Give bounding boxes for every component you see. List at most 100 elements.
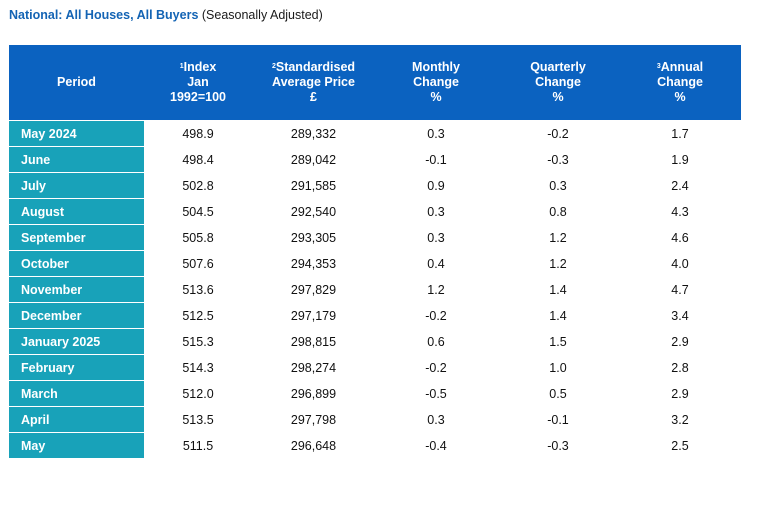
header-text: Change <box>657 75 703 89</box>
annual-change-cell: 3.4 <box>619 302 741 328</box>
index-cell: 507.6 <box>144 250 252 276</box>
header-text: Change <box>535 75 581 89</box>
header-line: % <box>501 90 615 105</box>
header-text: Average Price <box>272 75 355 89</box>
annual-change-cell: 4.3 <box>619 198 741 224</box>
header-annual-change: 3Annual Change% <box>619 45 741 120</box>
quarterly-change-cell: 0.5 <box>497 380 619 406</box>
header-line: Change <box>501 75 615 90</box>
monthly-change-cell: 0.3 <box>375 224 497 250</box>
quarterly-change-cell: 1.4 <box>497 276 619 302</box>
table-row: August 504.5 292,540 0.3 0.8 4.3 <box>9 198 741 224</box>
monthly-change-cell: 0.4 <box>375 250 497 276</box>
monthly-change-cell: -0.1 <box>375 146 497 172</box>
table-header: Period 1Index Jan 1992=100 2Standardised Aver… <box>9 45 741 120</box>
monthly-change-cell: -0.4 <box>375 432 497 458</box>
index-cell: 512.5 <box>144 302 252 328</box>
header-text: % <box>430 90 442 104</box>
header-line: 1992=100 <box>148 90 248 105</box>
table-row: April 513.5 297,798 0.3 -0.1 3.2 <box>9 406 741 432</box>
annual-change-cell: 2.4 <box>619 172 741 198</box>
header-text: Annual <box>660 60 704 74</box>
quarterly-change-cell: -0.3 <box>497 432 619 458</box>
table-title: National: All Houses, All Buyers (Season… <box>9 8 323 22</box>
index-cell: 498.9 <box>144 120 252 146</box>
monthly-change-cell: -0.2 <box>375 302 497 328</box>
footnote-marker: 2 <box>271 63 276 70</box>
table-row: January 2025 515.3 298,815 0.6 1.5 2.9 <box>9 328 741 354</box>
annual-change-cell: 2.9 <box>619 328 741 354</box>
header-line: Quarterly <box>501 60 615 75</box>
header-text: Standardised <box>275 60 356 74</box>
average-price-cell: 291,585 <box>252 172 375 198</box>
header-text: Monthly <box>412 60 460 74</box>
average-price-cell: 289,042 <box>252 146 375 172</box>
period-cell: October <box>9 250 144 276</box>
period-cell: August <box>9 198 144 224</box>
index-cell: 515.3 <box>144 328 252 354</box>
monthly-change-cell: 0.3 <box>375 406 497 432</box>
average-price-cell: 298,274 <box>252 354 375 380</box>
average-price-cell: 296,648 <box>252 432 375 458</box>
table-title-qualifier: (Seasonally Adjusted) <box>198 8 323 22</box>
monthly-change-cell: 1.2 <box>375 276 497 302</box>
header-text: Jan <box>187 75 209 89</box>
annual-change-cell: 4.7 <box>619 276 741 302</box>
header-line: Change <box>623 75 737 90</box>
header-line: Jan <box>148 75 248 90</box>
monthly-change-cell: 0.6 <box>375 328 497 354</box>
annual-change-cell: 4.6 <box>619 224 741 250</box>
index-cell: 505.8 <box>144 224 252 250</box>
average-price-cell: 294,353 <box>252 250 375 276</box>
index-cell: 498.4 <box>144 146 252 172</box>
header-line: 1Index <box>148 60 248 75</box>
header-period: Period <box>9 45 144 120</box>
quarterly-change-cell: 1.5 <box>497 328 619 354</box>
period-cell: April <box>9 406 144 432</box>
table-row: November 513.6 297,829 1.2 1.4 4.7 <box>9 276 741 302</box>
header-line: Average Price <box>256 75 371 90</box>
header-text: Index <box>183 60 217 74</box>
house-price-table: Period 1Index Jan 1992=100 2Standardised Aver… <box>9 45 741 458</box>
header-text: £ <box>310 90 317 104</box>
index-cell: 513.5 <box>144 406 252 432</box>
table-body: May 2024 498.9 289,332 0.3 -0.2 1.7 June 498.4 2… <box>9 120 741 458</box>
table-row: October 507.6 294,353 0.4 1.2 4.0 <box>9 250 741 276</box>
index-cell: 511.5 <box>144 432 252 458</box>
header-quarterly-change: Quarterly Change% <box>497 45 619 120</box>
footnote-marker: 1 <box>179 63 184 70</box>
header-text: Quarterly <box>530 60 586 74</box>
header-line: £ <box>256 90 371 105</box>
period-cell: January 2025 <box>9 328 144 354</box>
annual-change-cell: 1.7 <box>619 120 741 146</box>
header-line: Change <box>379 75 493 90</box>
header-text: Period <box>57 75 96 89</box>
monthly-change-cell: 0.3 <box>375 120 497 146</box>
average-price-cell: 297,798 <box>252 406 375 432</box>
average-price-cell: 293,305 <box>252 224 375 250</box>
monthly-change-cell: 0.9 <box>375 172 497 198</box>
quarterly-change-cell: -0.3 <box>497 146 619 172</box>
header-text: % <box>674 90 686 104</box>
table-row: February 514.3 298,274 -0.2 1.0 2.8 <box>9 354 741 380</box>
average-price-cell: 297,829 <box>252 276 375 302</box>
header-row: Period 1Index Jan 1992=100 2Standardised Aver… <box>9 45 741 120</box>
table-row: May 2024 498.9 289,332 0.3 -0.2 1.7 <box>9 120 741 146</box>
period-cell: December <box>9 302 144 328</box>
header-text: % <box>552 90 564 104</box>
quarterly-change-cell: 1.0 <box>497 354 619 380</box>
quarterly-change-cell: 0.8 <box>497 198 619 224</box>
header-line: 2Standardised <box>256 60 371 75</box>
average-price-cell: 297,179 <box>252 302 375 328</box>
average-price-cell: 296,899 <box>252 380 375 406</box>
header-index: 1Index Jan 1992=100 <box>144 45 252 120</box>
average-price-cell: 298,815 <box>252 328 375 354</box>
period-cell: September <box>9 224 144 250</box>
index-cell: 512.0 <box>144 380 252 406</box>
table-row: March 512.0 296,899 -0.5 0.5 2.9 <box>9 380 741 406</box>
quarterly-change-cell: 0.3 <box>497 172 619 198</box>
period-cell: May <box>9 432 144 458</box>
index-cell: 502.8 <box>144 172 252 198</box>
header-average-price: 2Standardised Average Price £ <box>252 45 375 120</box>
annual-change-cell: 2.8 <box>619 354 741 380</box>
